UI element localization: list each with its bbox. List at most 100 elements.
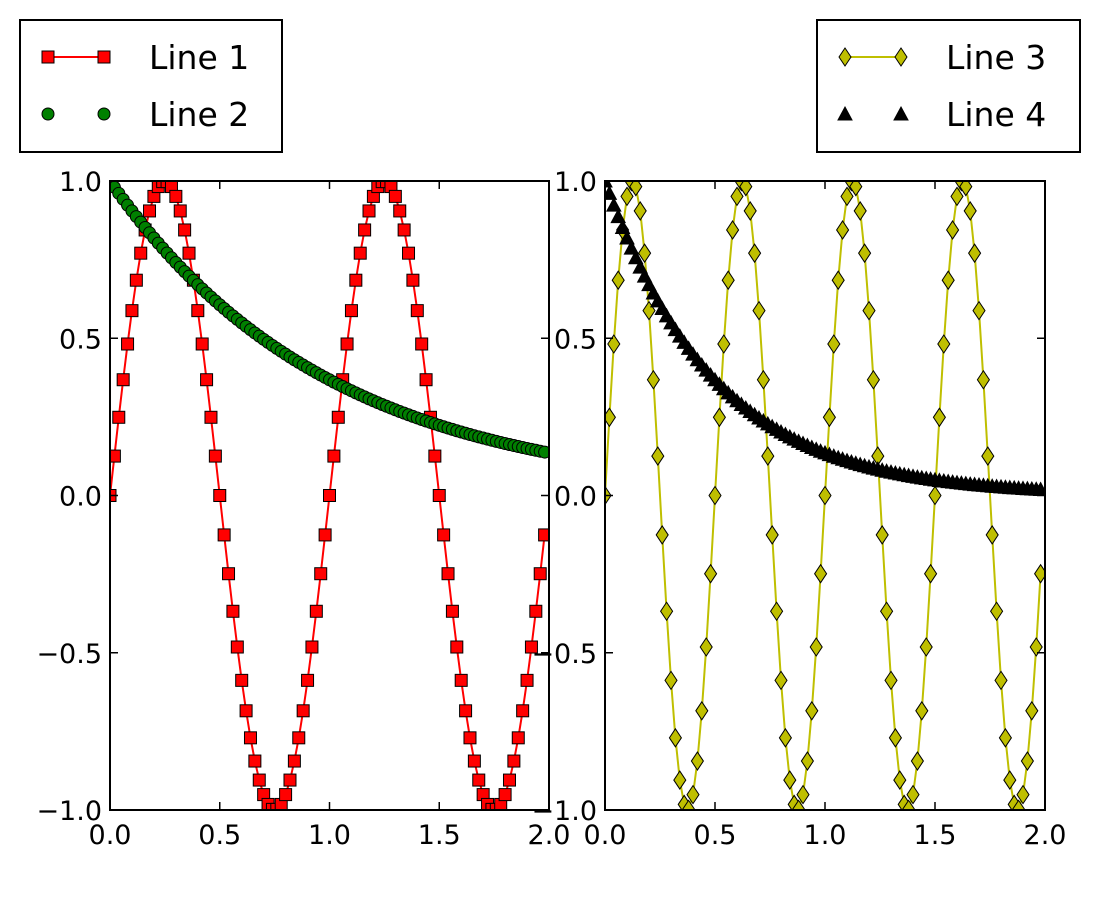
- data-point: [437, 528, 451, 542]
- data-point: [467, 754, 481, 768]
- data-point: [664, 670, 678, 691]
- data-point: [637, 243, 652, 264]
- data-point: [989, 601, 1004, 622]
- data-point: [712, 407, 727, 428]
- data-point: [454, 673, 468, 687]
- data-point: [747, 243, 762, 264]
- data-point: [498, 788, 512, 802]
- data-point: [1016, 784, 1030, 805]
- data-point: [292, 731, 306, 745]
- data-point: [875, 525, 889, 545]
- data-point: [318, 528, 332, 542]
- data-point: [937, 334, 951, 354]
- data-point: [301, 673, 315, 687]
- data-point: [862, 300, 876, 321]
- data-point: [432, 489, 446, 502]
- data-point: [529, 604, 543, 618]
- data-point: [121, 337, 135, 351]
- data-point: [1029, 637, 1043, 657]
- data-point: [502, 773, 516, 787]
- data-point: [646, 369, 661, 390]
- y-tick-label: −0.5: [531, 639, 597, 670]
- legend-left: Line 1 Line 2: [19, 19, 283, 153]
- data-point: [445, 604, 459, 618]
- series-line-3: [605, 181, 1045, 810]
- y-tick-label: 0.0: [554, 482, 597, 513]
- y-tick-label: 0.0: [59, 482, 102, 513]
- series-line: [110, 181, 546, 810]
- x-tick-label: 1.5: [914, 820, 957, 851]
- data-point: [353, 246, 367, 260]
- data-point: [717, 334, 731, 354]
- data-point: [998, 727, 1013, 748]
- data-point: [511, 731, 525, 745]
- data-point: [884, 670, 898, 691]
- data-point: [950, 186, 964, 207]
- data-point: [397, 223, 411, 237]
- plot-area: [605, 181, 1045, 810]
- data-point: [358, 223, 372, 237]
- data-point: [243, 731, 257, 745]
- data-point: [901, 799, 916, 810]
- data-point: [129, 273, 143, 287]
- data-point: [703, 563, 718, 584]
- data-point: [627, 249, 644, 265]
- data-point: [1011, 799, 1026, 810]
- data-point: [866, 369, 881, 390]
- y-tick-label: −1.0: [531, 796, 597, 827]
- legend-label: Line 4: [946, 95, 1046, 134]
- data-point: [406, 273, 420, 287]
- data-point: [932, 407, 947, 428]
- data-point: [248, 754, 262, 768]
- data-point: [450, 640, 464, 654]
- legend-marker: [894, 47, 908, 67]
- data-point: [252, 773, 266, 787]
- legend-marker: [837, 105, 853, 121]
- data-point: [520, 673, 534, 687]
- x-tick-label: 1.0: [804, 820, 847, 851]
- data-point: [827, 334, 841, 354]
- data-point: [765, 525, 779, 545]
- data-point: [791, 799, 806, 810]
- data-point: [340, 337, 354, 351]
- data-point: [906, 784, 920, 805]
- axes-left: 0.0 0.5 1.0 1.5 2.0 −1.0 −0.5 0.0 0.5 1.0: [36, 167, 570, 851]
- legend-label: Line 2: [149, 95, 249, 134]
- legend-marker: [41, 50, 55, 64]
- legend-marker: [97, 50, 111, 64]
- data-point: [708, 485, 722, 506]
- data-point: [169, 189, 183, 203]
- data-point: [507, 754, 521, 768]
- data-point: [778, 727, 793, 748]
- data-point: [840, 186, 854, 207]
- data-point: [230, 640, 244, 654]
- series-line-4: [605, 181, 1045, 497]
- data-point: [331, 410, 345, 424]
- data-point: [893, 770, 907, 790]
- data-point: [959, 181, 973, 197]
- data-point: [981, 446, 995, 466]
- data-point: [388, 189, 402, 203]
- data-point: [309, 604, 323, 618]
- data-point: [112, 410, 126, 424]
- legend-marker: [41, 107, 55, 121]
- legend-frame: [816, 19, 1081, 153]
- plot-area: [110, 181, 549, 810]
- data-point: [835, 220, 850, 240]
- data-point: [323, 489, 336, 502]
- data-point: [235, 673, 249, 687]
- data-point: [178, 223, 192, 237]
- data-point: [287, 754, 301, 768]
- data-point: [1025, 700, 1039, 721]
- data-point: [428, 449, 442, 463]
- data-point: [690, 751, 705, 771]
- data-point: [327, 449, 341, 463]
- y-tick-label: 0.5: [554, 324, 597, 355]
- data-point: [945, 220, 960, 240]
- data-point: [143, 204, 157, 218]
- data-point: [822, 407, 837, 428]
- data-point: [769, 601, 784, 622]
- legend-label: Line 3: [946, 38, 1046, 77]
- data-point: [605, 197, 622, 212]
